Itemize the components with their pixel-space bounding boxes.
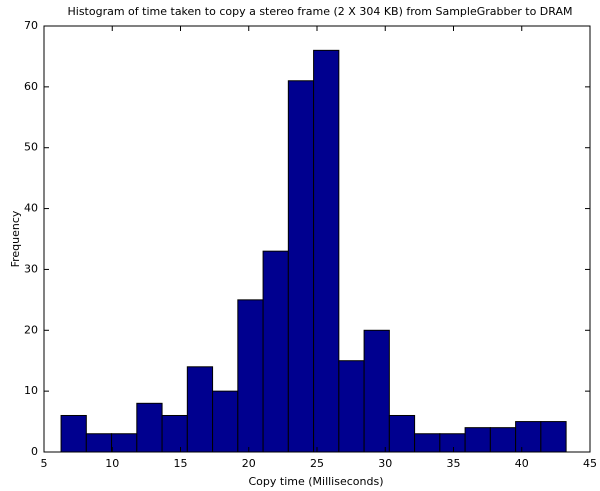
bar xyxy=(540,421,567,453)
x-tick-label: 10 xyxy=(105,457,119,470)
bar xyxy=(313,49,340,453)
y-tick-label: 60 xyxy=(24,80,38,93)
bar xyxy=(414,433,441,453)
x-tick-label: 25 xyxy=(310,457,324,470)
x-tick-label: 5 xyxy=(41,457,48,470)
x-axis-label: Copy time (Milliseconds) xyxy=(248,475,383,488)
bar xyxy=(186,366,214,453)
y-tick-label: 70 xyxy=(24,19,38,32)
bar xyxy=(489,427,517,453)
bar xyxy=(111,433,138,453)
bar xyxy=(85,433,113,453)
x-tick-label: 20 xyxy=(242,457,256,470)
bar xyxy=(262,250,289,453)
bar xyxy=(338,360,365,453)
bar xyxy=(363,329,390,453)
bar xyxy=(464,427,491,453)
y-tick-label: 20 xyxy=(24,323,38,336)
x-tick-label: 45 xyxy=(583,457,597,470)
x-tick-label: 40 xyxy=(515,457,529,470)
chart-title: Histogram of time taken to copy a stereo… xyxy=(68,5,573,18)
bar xyxy=(60,414,87,453)
bar xyxy=(237,299,264,453)
x-tick-label: 35 xyxy=(447,457,461,470)
y-tick-label: 30 xyxy=(24,262,38,275)
bar xyxy=(439,433,466,453)
bar xyxy=(287,80,315,453)
y-tick-label: 40 xyxy=(24,202,38,215)
x-tick-label: 30 xyxy=(378,457,392,470)
bar xyxy=(515,421,542,453)
bar xyxy=(161,414,188,453)
x-tick-label: 15 xyxy=(174,457,188,470)
y-axis-label: Frequency xyxy=(9,210,22,267)
bar xyxy=(388,414,416,453)
y-tick-label: 50 xyxy=(24,141,38,154)
bar xyxy=(136,402,163,453)
y-tick-label: 0 xyxy=(31,445,38,458)
bar xyxy=(212,390,239,453)
y-tick-label: 10 xyxy=(24,384,38,397)
